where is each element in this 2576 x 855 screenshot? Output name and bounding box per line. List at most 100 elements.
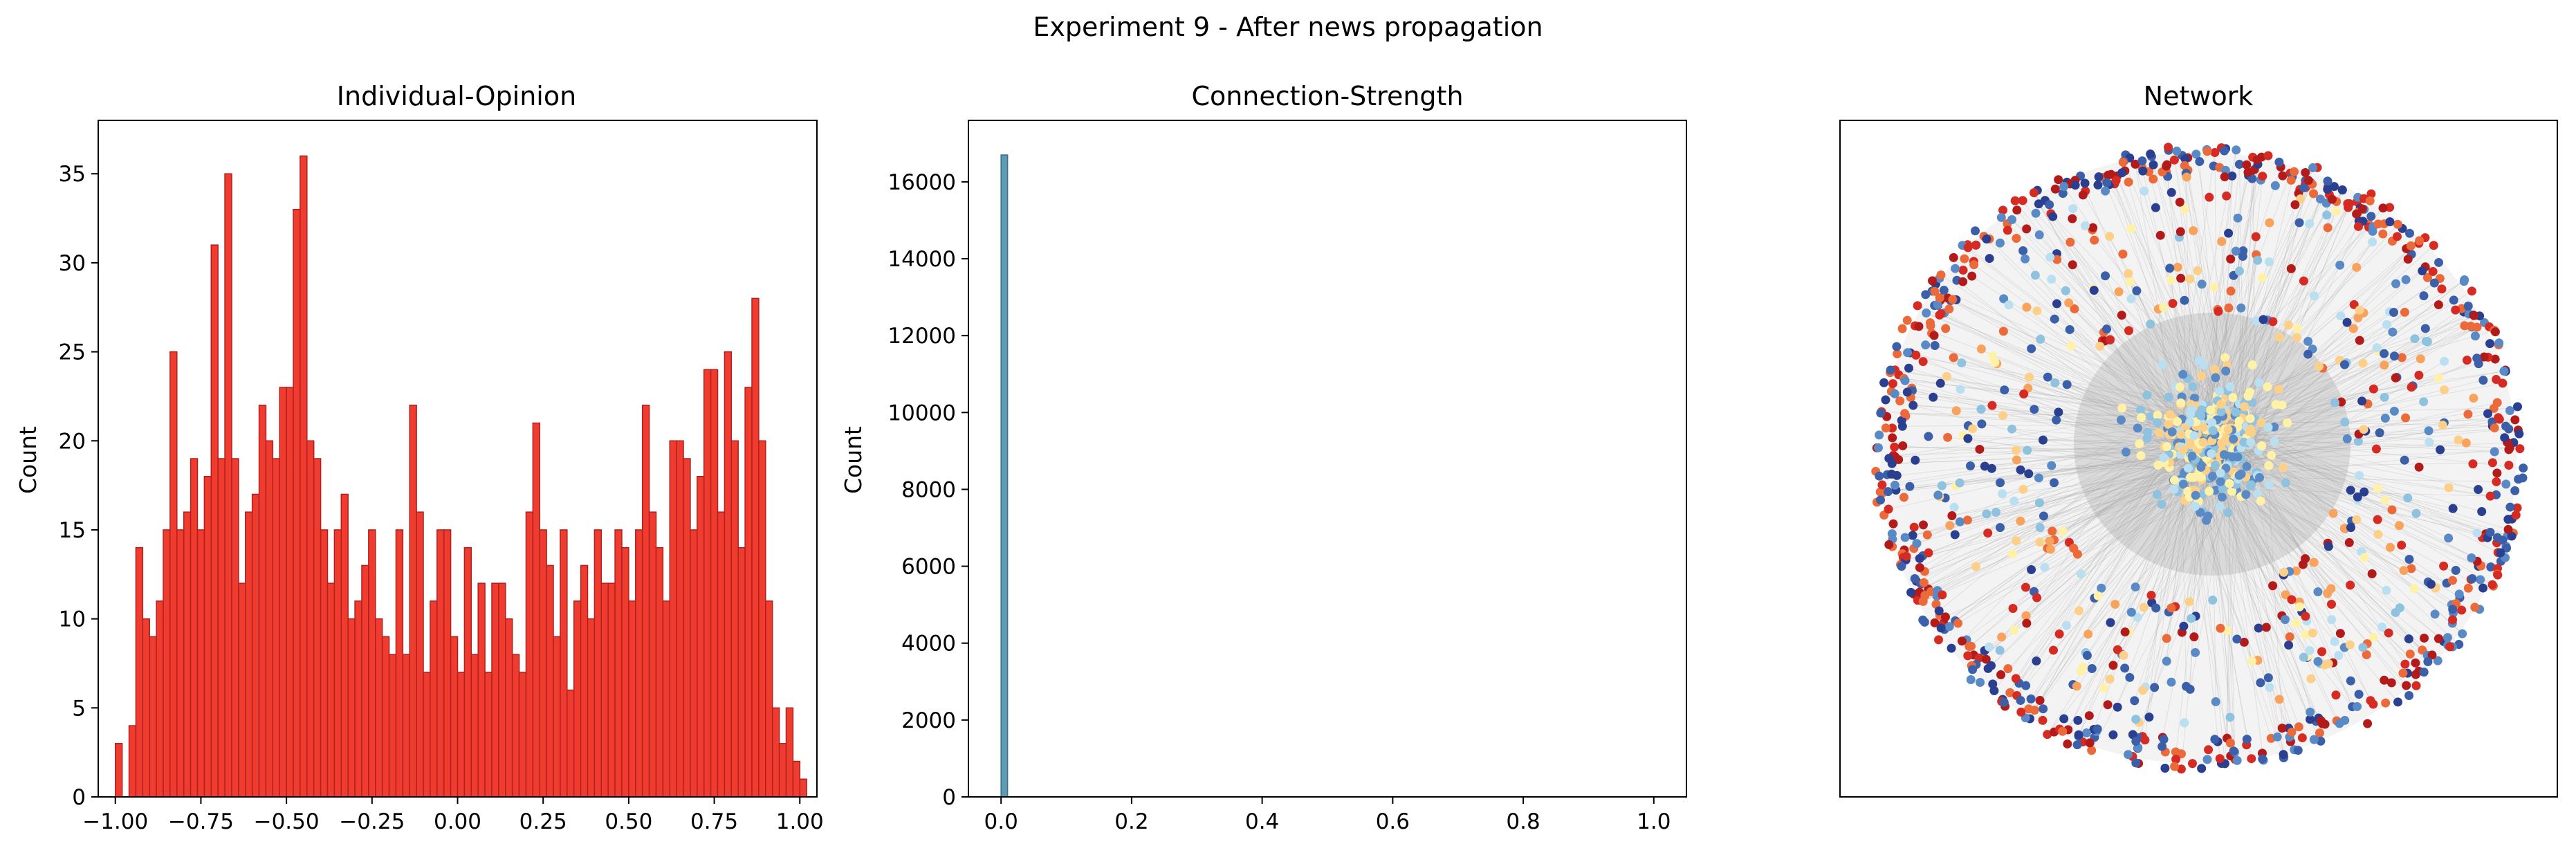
network-node: [2173, 416, 2182, 426]
network-node: [2208, 595, 2218, 605]
network-node: [2242, 160, 2252, 169]
network-node: [2264, 257, 2274, 267]
network-edge: [2177, 480, 2232, 756]
network-node: [2131, 582, 2140, 592]
network-node: [2286, 264, 2296, 273]
network-node: [2380, 349, 2389, 358]
network-edge: [2031, 457, 2198, 570]
network-node: [2487, 458, 2497, 468]
network-node: [1935, 378, 1945, 388]
network-node: [2124, 268, 2133, 278]
network-node: [1971, 562, 1980, 571]
network-node: [2183, 486, 2193, 496]
network-node: [1937, 481, 1947, 490]
network-node: [2124, 177, 2133, 187]
network-node: [2326, 584, 2336, 594]
network-node: [1982, 509, 1991, 519]
network-node: [2440, 385, 2449, 395]
network-node: [2138, 166, 2148, 176]
network-node: [2245, 387, 2254, 397]
network-node: [2389, 307, 2399, 317]
network-edge: [2039, 441, 2224, 701]
network-node: [2164, 142, 2173, 152]
network-edge: [2205, 407, 2494, 415]
network-node: [2119, 650, 2128, 660]
x-tick-label: 1.00: [776, 809, 824, 834]
network-node: [2429, 241, 2438, 250]
network-node: [2083, 629, 2093, 639]
network-node: [2003, 664, 2013, 674]
network-edge: [2050, 213, 2245, 419]
network-node: [2224, 303, 2234, 313]
network-node: [1929, 331, 1939, 340]
network-node: [2403, 493, 2413, 503]
network-node: [2094, 172, 2104, 182]
network-node: [2126, 294, 2136, 304]
network-node: [2082, 651, 2092, 661]
network-node: [2219, 450, 2229, 459]
y-tick-label: 2000: [901, 708, 956, 733]
network-node: [2097, 583, 2106, 593]
network-node: [2022, 618, 2032, 628]
network-node: [2120, 627, 2130, 637]
network-node: [2080, 221, 2090, 230]
network-node: [2301, 167, 2310, 177]
network-edge: [1915, 354, 2178, 471]
network-node: [2251, 316, 2261, 326]
network-node: [1915, 553, 1924, 563]
network-node: [2373, 484, 2382, 493]
network-node: [2381, 698, 2391, 708]
network-node: [2186, 409, 2196, 419]
histogram-bar: [203, 475, 212, 798]
network-node: [2240, 402, 2250, 412]
histogram-bar: [580, 564, 589, 798]
network-node: [2118, 157, 2128, 167]
network-node: [2095, 342, 2105, 351]
network-node: [2445, 642, 2454, 652]
network-edge: [1947, 376, 2207, 452]
network-node: [2368, 632, 2378, 642]
network-node: [2428, 267, 2438, 277]
network-node: [1969, 260, 1979, 270]
network-node: [1918, 357, 1928, 367]
histogram-bar: [430, 600, 438, 798]
histogram-bar: [491, 582, 499, 798]
network-node: [2301, 554, 2310, 564]
network-edge: [2224, 445, 2238, 764]
network-node: [2377, 622, 2387, 632]
network-node: [1902, 315, 1912, 325]
network-node: [1929, 392, 1938, 402]
network-node: [2162, 634, 2171, 643]
network-edge: [2240, 327, 2478, 459]
network-edge: [2097, 464, 2220, 596]
network-edge: [2149, 172, 2224, 451]
network-node: [2247, 174, 2257, 183]
network-edge: [2198, 461, 2398, 703]
network-node: [2313, 587, 2323, 596]
network-node: [2429, 278, 2439, 288]
network-edge: [2149, 412, 2195, 717]
histogram-bar: [785, 707, 794, 798]
network-node: [2299, 276, 2308, 286]
network-node: [1921, 340, 1931, 350]
network-node: [2405, 649, 2415, 659]
network-node: [2299, 183, 2309, 192]
network-node: [2483, 409, 2493, 419]
network-edge: [1906, 470, 2198, 561]
network-node: [1933, 300, 1942, 309]
network-edge: [2099, 346, 2198, 424]
network-edge: [2205, 328, 2354, 439]
network-node: [2184, 597, 2194, 607]
histogram-bar: [279, 387, 287, 798]
network-node: [2105, 335, 2115, 344]
network-node: [2070, 181, 2080, 190]
network-node: [2346, 676, 2355, 686]
network-node: [2088, 223, 2098, 232]
network-node: [2405, 228, 2415, 238]
network-edge: [1955, 443, 2196, 621]
network-node: [1999, 697, 2009, 707]
network-node: [2146, 412, 2155, 421]
network-node: [2357, 396, 2367, 406]
network-node: [2160, 763, 2170, 773]
network-node: [2073, 715, 2083, 725]
